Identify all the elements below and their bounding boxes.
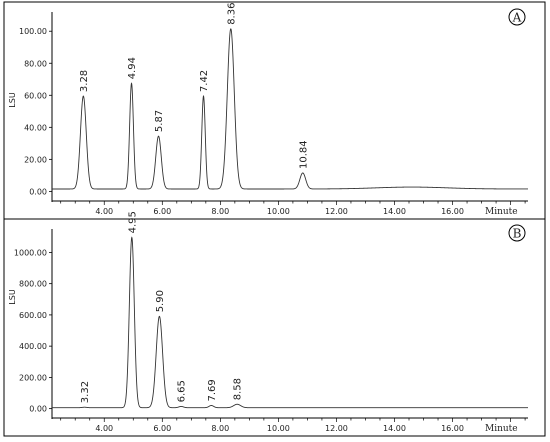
x-tick-label: 16.00 (441, 207, 464, 216)
y-axis-title: LSU (8, 92, 17, 108)
y-axis-title: LSU (8, 289, 17, 305)
panel-frame-b (3, 218, 546, 437)
signal-trace (52, 28, 528, 190)
x-tick-label: 4.00 (95, 424, 113, 433)
x-tick-label: 6.00 (153, 207, 171, 216)
chromatogram-panel-a: 0.00 20.00 40.00 60.00 80.00 100.00 4.00 6.00 8.… (8, 3, 528, 217)
peak-label: 8.58 (233, 378, 244, 400)
x-tick-label: 14.00 (383, 207, 406, 216)
peak-label: 6.65 (177, 380, 188, 402)
chromatogram-panel-b: 0.00 200.00 400.00 600.00 800.00 1000.00 4.00 6… (8, 211, 528, 434)
y-tick-label: 800.00 (19, 280, 47, 289)
x-tick-label: 4.00 (95, 207, 113, 216)
y-tick-label: 100.00 (19, 27, 47, 36)
panel-label: A (512, 11, 522, 25)
peak-label: 8.36 (226, 3, 237, 25)
y-tick-label: 40.00 (24, 123, 47, 132)
peak-label: 4.95 (127, 211, 138, 233)
x-tick-label: 10.00 (267, 207, 290, 216)
y-tick-label: 1000.00 (14, 248, 47, 257)
panel-label-circle (508, 224, 526, 242)
x-tick-label: 12.00 (325, 207, 348, 216)
peak-label: 3.32 (80, 381, 91, 403)
peak-label: 3.28 (79, 70, 90, 92)
panel-label-circle (508, 8, 526, 26)
x-tick-label: 12.00 (325, 424, 348, 433)
y-tick-label: 20.00 (24, 155, 47, 164)
y-tick-label: 80.00 (24, 59, 47, 68)
x-axis-title: Minute (485, 207, 518, 217)
x-tick-label: 16.00 (441, 424, 464, 433)
signal-trace (52, 236, 528, 409)
y-tick-label: 600.00 (19, 311, 47, 320)
peak-label: 10.84 (298, 140, 309, 169)
x-tick-label: 10.00 (267, 424, 290, 433)
peak-label: 4.94 (127, 57, 138, 79)
x-axis-title: Minute (485, 424, 518, 434)
y-tick-label: 0.00 (29, 187, 47, 196)
x-tick-label: 6.00 (153, 424, 171, 433)
y-tick-label: 0.00 (29, 405, 47, 414)
y-tick-label: 400.00 (19, 342, 47, 351)
y-tick-label: 60.00 (24, 91, 47, 100)
peak-label: 5.90 (155, 290, 166, 312)
peak-label: 7.69 (207, 379, 218, 401)
x-tick-label: 8.00 (211, 424, 229, 433)
peak-label: 7.42 (199, 70, 210, 92)
x-tick-label: 14.00 (383, 424, 406, 433)
peak-label: 5.87 (154, 110, 165, 132)
panel-label: B (513, 227, 522, 241)
x-tick-label: 8.00 (211, 207, 229, 216)
y-tick-label: 200.00 (19, 373, 47, 382)
